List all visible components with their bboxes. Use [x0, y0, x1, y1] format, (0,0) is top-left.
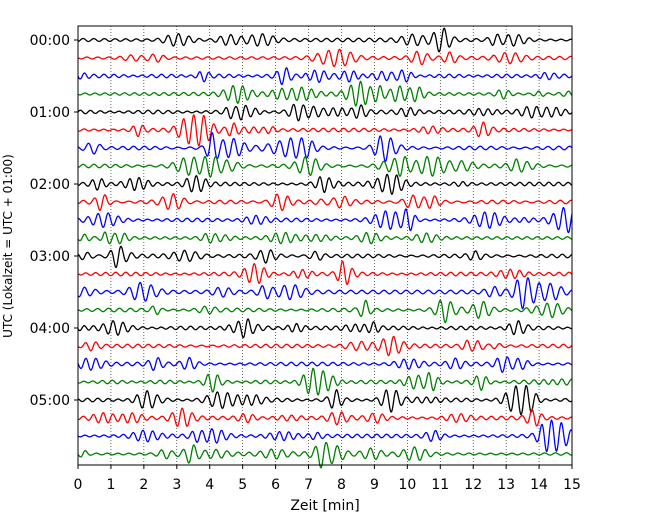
trace-1 — [77, 48, 573, 68]
trace-21 — [77, 407, 573, 427]
y-tick-label-4: 04:00 — [30, 321, 70, 337]
trace-22 — [77, 419, 573, 453]
trace-2 — [77, 67, 573, 86]
trace-23 — [77, 441, 573, 469]
trace-15 — [77, 299, 573, 324]
x-tick-label-7: 7 — [304, 477, 313, 493]
x-tick-label-5: 5 — [238, 477, 247, 493]
trace-6 — [77, 131, 573, 163]
y-axis-ticks: 00:00 01:00 02:00 03:00 04:00 05:00 — [30, 33, 78, 409]
x-tick-label-2: 2 — [139, 477, 148, 493]
trace-5 — [77, 114, 573, 147]
x-tick-label-3: 3 — [172, 477, 181, 493]
trace-0 — [77, 27, 573, 53]
trace-3 — [77, 80, 573, 107]
trace-12 — [77, 245, 573, 269]
x-tick-label-15: 15 — [563, 477, 581, 493]
trace-18 — [77, 356, 573, 373]
trace-8 — [77, 173, 573, 195]
x-axis-ticks: 0 1 2 3 4 5 6 7 8 9 10 11 12 13 14 15 — [74, 465, 581, 493]
x-tick-label-4: 4 — [205, 477, 214, 493]
x-tick-label-6: 6 — [271, 477, 280, 493]
trace-19 — [77, 367, 573, 396]
trace-9 — [77, 192, 573, 212]
y-tick-label-3: 03:00 — [30, 249, 70, 265]
x-tick-label-8: 8 — [337, 477, 346, 493]
trace-17 — [77, 335, 573, 357]
trace-7 — [77, 155, 573, 178]
seismic-traces — [77, 27, 573, 469]
y-tick-label-5: 05:00 — [30, 393, 70, 409]
x-tick-label-14: 14 — [530, 477, 548, 493]
plot-frame — [77, 25, 573, 466]
x-axis-label: Zeit [min] — [290, 498, 359, 514]
trace-11 — [77, 231, 573, 245]
y-tick-label-0: 00:00 — [30, 33, 70, 49]
trace-20 — [77, 384, 573, 416]
trace-16 — [77, 318, 573, 339]
trace-13 — [77, 260, 573, 286]
x-tick-label-11: 11 — [431, 477, 449, 493]
y-tick-label-2: 02:00 — [30, 177, 70, 193]
x-tick-label-10: 10 — [398, 477, 416, 493]
trace-4 — [77, 103, 573, 122]
x-tick-label-1: 1 — [106, 477, 115, 493]
trace-10 — [77, 206, 573, 234]
y-tick-label-1: 01:00 — [30, 105, 70, 121]
y-axis-label: UTC (Lokalzeit = UTC + 01:00) — [1, 154, 15, 338]
trace-14 — [77, 277, 573, 310]
x-tick-label-12: 12 — [464, 477, 482, 493]
x-tick-label-0: 0 — [74, 477, 83, 493]
x-tick-label-9: 9 — [370, 477, 379, 493]
x-tick-label-13: 13 — [497, 477, 515, 493]
grid-lines — [110, 26, 540, 465]
